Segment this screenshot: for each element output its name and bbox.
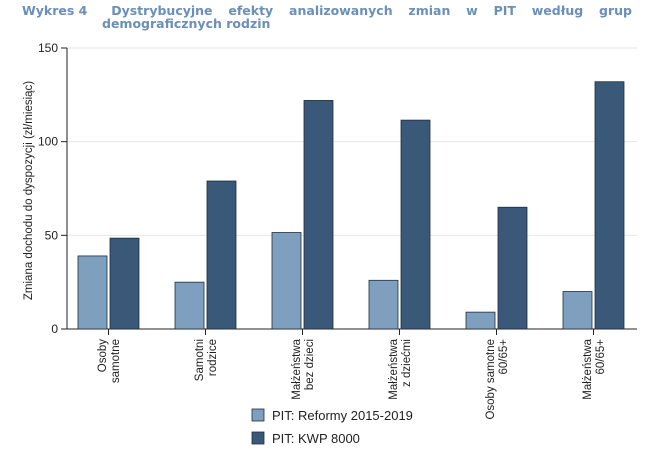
y-tick-label: 50 [45,228,59,242]
title-word: PIT [493,3,516,18]
bar [497,206,528,330]
legend-label: PIT: KWP 8000 [272,431,360,446]
title-word: zmian [408,3,451,18]
bar [562,291,593,330]
category-label: Małżeństwa z dziećmi [388,338,413,399]
bar [465,311,496,330]
bar [109,237,140,330]
legend-swatch [251,408,265,422]
category-label-line: Osoby samotne [485,339,497,420]
bar [400,119,431,330]
chart-title: Wykres 4 Dystrybucyjne efekty analizowanych… [22,4,638,30]
title-word: w [466,3,478,18]
grid [67,47,637,330]
bar [303,100,334,330]
category-label-line: rodzice [207,339,219,376]
legend: PIT: Reformy 2015-2019 PIT: KWP 8000 [251,408,413,446]
category-label-line: Osoby [97,339,109,372]
category-label-line: z dziećmi [401,339,413,387]
bar [368,279,399,330]
category-label-line: samotne [110,339,122,383]
category-label-line: bez dzieci [304,339,316,390]
bar [77,255,108,330]
bar [206,180,237,330]
legend-swatch [251,431,265,445]
y-tick-label: 150 [38,41,58,55]
chart-title-line-2: demograficznych rodzin [102,16,271,31]
bars [77,81,625,330]
title-word: według [531,3,584,18]
chart-title-line-1: Wykres 4 Dystrybucyjne efekty analizowanych… [22,4,632,17]
category-label: Małżeństwa 60/65+ [582,338,607,399]
category-label: Osoby samotne 60/65+ [485,339,510,420]
category-label: Osoby samotne [97,339,122,383]
y-axis-label: Zmiana dochodu do dyspozycji (zł/miesiąc… [23,81,35,300]
y-tick-label: 100 [38,135,58,149]
figure-label: Wykres 4 [22,3,88,18]
category-label: Małżeństwa bez dzieci [291,338,316,399]
axes: 0 50 100 150 Zmiana dochodu do dyspozycji (z… [23,41,637,336]
title-word: analizowanych [289,3,393,18]
category-label-line: Samotni [194,339,206,381]
bar [174,281,205,330]
bar [271,232,302,330]
bar [594,81,625,330]
category-label-line: Małżeństwa [582,338,594,399]
legend-label: PIT: Reformy 2015-2019 [272,408,413,423]
title-word: efekty [228,3,274,18]
category-label-line: 60/65+ [498,339,510,375]
category-label-line: Małżeństwa [388,338,400,399]
category-labels: Osoby samotne Samotni rodzice Małżeństwa bez … [97,338,607,419]
title-word: Dystrybucyjne [111,3,213,18]
y-tick-label: 0 [51,322,58,336]
category-label-line: 60/65+ [595,339,607,375]
category-label-line: Małżeństwa [291,338,303,399]
category-label: Samotni rodzice [194,339,219,381]
title-word: grup [599,3,632,18]
